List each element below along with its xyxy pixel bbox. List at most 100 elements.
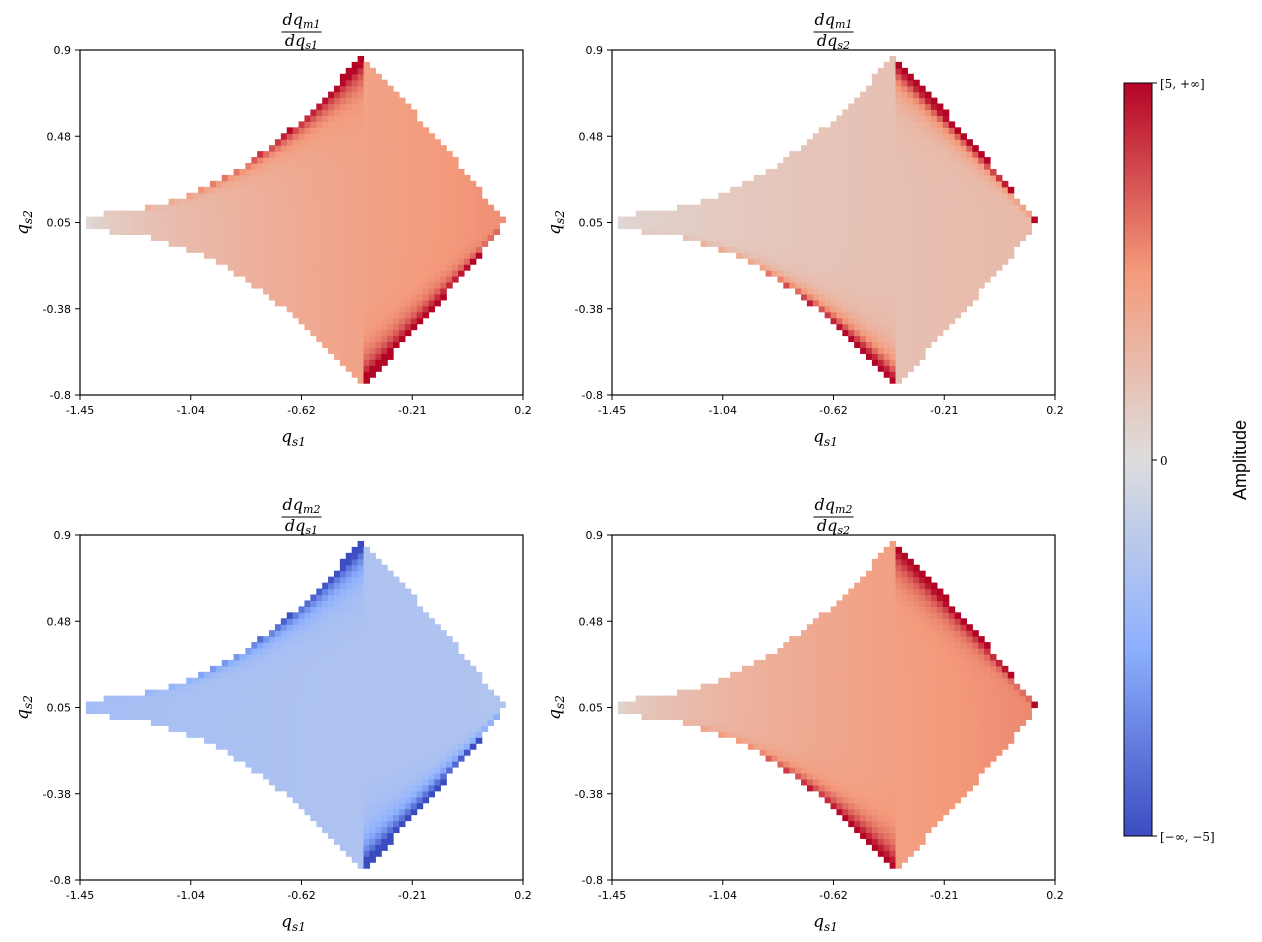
heatmap-cell <box>481 222 489 230</box>
heatmap-cell <box>375 180 382 188</box>
heatmap-cell <box>398 677 406 685</box>
heatmap-cell <box>393 186 400 194</box>
heatmap-cell <box>339 121 347 128</box>
heatmap-cell <box>434 659 441 667</box>
heatmap-cell <box>398 784 406 792</box>
heatmap-cell <box>393 276 400 283</box>
heatmap-cell <box>381 653 388 661</box>
heatmap-cell <box>127 222 134 230</box>
heatmap-cell <box>990 210 997 218</box>
heatmap-cell <box>1013 222 1021 230</box>
heatmap-cell <box>292 642 300 649</box>
heatmap-cell <box>682 204 690 212</box>
heatmap-cell <box>883 73 891 81</box>
heatmap-cell <box>263 731 270 738</box>
heatmap-cell <box>398 317 406 325</box>
heatmap-cell <box>292 264 300 271</box>
heatmap-cell <box>180 683 187 691</box>
heatmap-cell <box>871 347 879 354</box>
heatmap-cell <box>375 204 382 212</box>
heatmap-cell <box>357 204 365 212</box>
heatmap-cell <box>410 725 418 732</box>
heatmap-cell <box>907 91 914 99</box>
heatmap-cell <box>233 671 241 679</box>
heatmap-cell <box>416 139 424 146</box>
heatmap-cell <box>925 323 932 331</box>
heatmap-cell <box>404 612 412 619</box>
heatmap-cell <box>156 222 164 230</box>
heatmap-cell <box>316 749 323 756</box>
heatmap-cell <box>806 151 814 158</box>
heatmap-cell <box>263 198 270 206</box>
heatmap-cell <box>452 761 459 768</box>
heatmap-cell <box>960 240 967 247</box>
heatmap-cell <box>144 204 152 212</box>
heatmap-cell <box>292 281 300 289</box>
heatmap-cell <box>771 180 778 188</box>
heatmap-cell <box>174 707 182 715</box>
heatmap-cell <box>842 311 849 319</box>
heatmap-cell <box>345 204 353 212</box>
heatmap-cell <box>883 341 891 349</box>
heatmap-cell <box>274 731 282 738</box>
heatmap-cell <box>345 784 353 792</box>
heatmap-cell <box>345 365 353 372</box>
heatmap-cell <box>215 701 223 709</box>
heatmap-cell <box>221 671 229 679</box>
heatmap-cell <box>328 323 335 331</box>
heatmap-cell <box>877 234 885 241</box>
heatmap-cell <box>452 174 459 182</box>
heatmap-cell <box>440 163 447 170</box>
heatmap-cell <box>925 252 932 259</box>
heatmap-cell <box>310 329 317 337</box>
heatmap-cell <box>398 323 406 331</box>
heatmap-cell <box>286 665 294 673</box>
heatmap-cell <box>363 707 371 715</box>
heatmap-cell <box>245 252 252 259</box>
heatmap-cell <box>398 192 406 200</box>
heatmap-cell <box>877 145 885 152</box>
heatmap-cell <box>404 246 412 253</box>
heatmap-cell <box>227 204 235 212</box>
heatmap-cell <box>369 695 376 703</box>
heatmap-cell <box>422 761 430 768</box>
heatmap-cell <box>357 145 365 152</box>
heatmap-cell <box>907 210 914 218</box>
heatmap-cell <box>375 109 382 117</box>
heatmap-cell <box>357 341 365 349</box>
heatmap-cell <box>871 341 879 349</box>
heatmap-cell <box>375 222 382 230</box>
heatmap-cell <box>434 145 441 152</box>
heatmap-cell <box>398 683 406 691</box>
heatmap-cell <box>381 671 388 679</box>
heatmap-cell <box>369 353 376 360</box>
heatmap-cell <box>369 648 376 655</box>
heatmap-cell <box>889 252 897 259</box>
heatmap-cell <box>700 240 708 247</box>
heatmap-cell <box>316 594 323 602</box>
heatmap-cell <box>428 784 435 792</box>
heatmap-cell <box>227 689 235 697</box>
heatmap-cell <box>434 210 441 218</box>
heatmap-cell <box>942 115 950 122</box>
heatmap-cell <box>381 755 388 762</box>
heatmap-cell <box>865 287 873 295</box>
heatmap-cell <box>186 240 193 247</box>
heatmap-cell <box>322 659 329 667</box>
heatmap-cell <box>883 270 891 277</box>
heatmap-cell <box>387 157 394 164</box>
heatmap-cell <box>712 204 719 212</box>
heatmap-cell <box>860 329 867 337</box>
heatmap-cell <box>901 234 908 241</box>
heatmap-cell <box>398 636 406 643</box>
heatmap-cell <box>824 163 832 170</box>
heatmap-cell <box>404 329 412 337</box>
heatmap-cell <box>310 139 317 146</box>
heatmap-cell <box>458 252 465 259</box>
heatmap-cell <box>942 133 950 140</box>
heatmap-cell <box>871 210 879 218</box>
heatmap-cell <box>404 665 412 673</box>
heatmap-cell <box>345 258 353 265</box>
heatmap-cell <box>227 659 235 667</box>
